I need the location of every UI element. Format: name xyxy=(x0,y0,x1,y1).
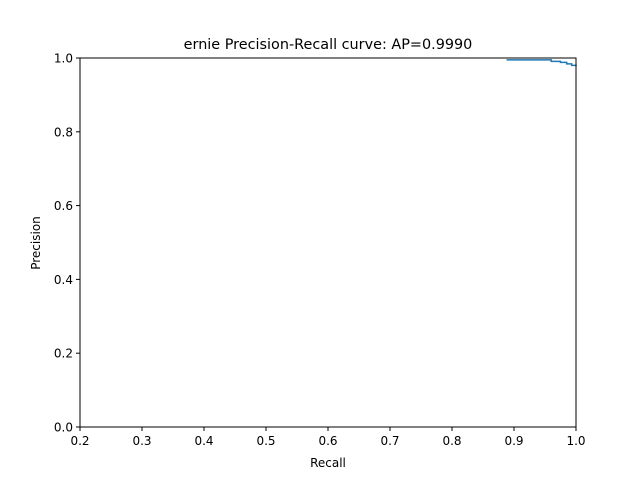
y-axis-ticks: 0.0 0.2 0.4 0.6 0.8 1.0 xyxy=(54,52,80,435)
x-tick-label: 0.4 xyxy=(194,434,213,448)
x-tick-label: 0.3 xyxy=(132,434,151,448)
x-tick-label: 0.6 xyxy=(318,434,337,448)
y-tick-label: 0.8 xyxy=(54,125,73,139)
x-tick-label: 0.5 xyxy=(256,434,275,448)
x-axis-ticks: 0.2 0.3 0.4 0.5 0.6 0.7 0.8 0.9 1.0 xyxy=(70,427,586,448)
y-tick-label: 0.6 xyxy=(54,199,73,213)
y-tick-label: 1.0 xyxy=(54,52,73,66)
x-tick-label: 0.7 xyxy=(380,434,399,448)
plot-frame xyxy=(79,57,577,428)
y-tick-label: 0.0 xyxy=(54,421,73,435)
x-tick-label: 0.2 xyxy=(70,434,89,448)
y-tick-label: 0.4 xyxy=(54,273,73,287)
x-tick-label: 0.8 xyxy=(442,434,461,448)
y-tick-label: 0.2 xyxy=(54,347,73,361)
chart-title: ernie Precision-Recall curve: AP=0.9990 xyxy=(184,37,473,53)
pr-curve-line xyxy=(506,59,577,67)
x-tick-label: 0.9 xyxy=(504,434,523,448)
x-axis-label: Recall xyxy=(310,456,346,470)
y-axis-label: Precision xyxy=(29,216,43,270)
series-layer xyxy=(506,59,577,67)
x-tick-label: 1.0 xyxy=(566,434,585,448)
